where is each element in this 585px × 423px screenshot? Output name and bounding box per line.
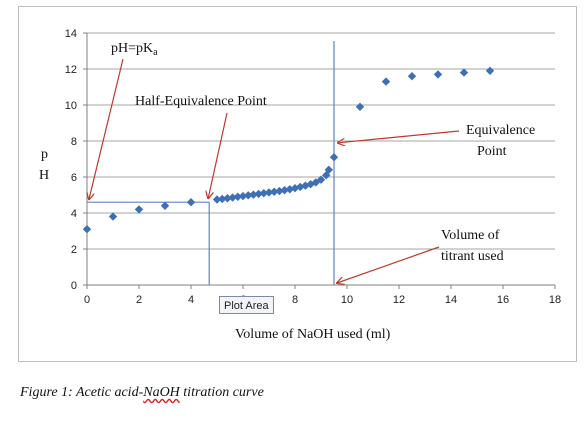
y-tick-label: 8 [71, 136, 77, 148]
arrow-equivalence [338, 130, 460, 143]
axes [83, 32, 556, 289]
data-point [254, 189, 263, 199]
data-point [238, 191, 248, 201]
data-point [329, 153, 339, 162]
annotation-volume-line2: titrant used [441, 249, 504, 264]
y-tick-label: 2 [71, 244, 77, 256]
data-point [280, 185, 289, 195]
data-point [218, 194, 227, 204]
data-point [381, 77, 391, 86]
guide-lines [87, 41, 335, 285]
data-point [186, 198, 196, 207]
annotation-equivalence-line1: Equivalence [466, 123, 535, 138]
x-axis-title: Volume of NaOH used (ml) [235, 327, 391, 342]
data-point [324, 165, 333, 174]
annotation-equivalence-line2: Point [477, 144, 507, 159]
titration-chart: 0 2 4 6 8 10 12 14 16 18 0 2 4 6 8 10 12 14 Volume of Na… [39, 28, 561, 342]
data-point [259, 189, 268, 198]
data-point [433, 70, 443, 79]
data-point [244, 191, 253, 200]
data-point [228, 193, 237, 202]
x-tick-label: 18 [549, 294, 561, 306]
y-tick-label: 14 [65, 28, 77, 40]
annotation-arrows [89, 58, 460, 283]
data-point [270, 187, 279, 196]
arrow-pka [89, 58, 124, 199]
data-point [459, 68, 469, 77]
x-tick-label: 0 [84, 294, 90, 306]
annotation-volume-line1: Volume of [441, 228, 500, 243]
data-point [485, 66, 495, 75]
figure-caption: Figure 1: Acetic acid-NaOH titration cur… [20, 385, 264, 401]
data-points [82, 66, 495, 234]
y-tick-label: 10 [65, 100, 77, 112]
arrow-volume [337, 246, 440, 283]
y-tick-label: 4 [71, 208, 77, 220]
arrow-half-equivalence [208, 112, 228, 198]
data-point [316, 175, 326, 184]
y-tick-label: 12 [65, 64, 77, 76]
data-point [160, 201, 170, 210]
x-tick-labels: 024681012141618 [84, 294, 561, 306]
data-point [233, 192, 242, 201]
chart-frame: 0 2 4 6 8 10 12 14 16 18 0 2 4 6 8 10 12 14 Volume of Na… [18, 6, 577, 362]
data-point [264, 188, 274, 197]
grid [87, 32, 555, 250]
y-axis-title-h: H [39, 168, 49, 183]
x-tick-label: 2 [136, 294, 142, 306]
annotation-half-equivalence: Half-Equivalence Point [135, 94, 267, 109]
data-point [407, 72, 417, 81]
y-tick-label: 0 [71, 280, 77, 292]
data-point [249, 190, 258, 199]
plot-area-tooltip: Plot Area [219, 296, 274, 314]
data-point [108, 212, 118, 221]
caption-text: Figure 1: Acetic acid- [20, 385, 144, 400]
y-tick-labels: 0 2 4 6 8 10 12 14 [65, 28, 77, 292]
data-point [355, 102, 365, 111]
data-point [134, 205, 144, 214]
x-tick-label: 14 [445, 294, 457, 306]
x-tick-label: 12 [393, 294, 405, 306]
data-point [290, 183, 300, 193]
x-tick-label: 4 [188, 294, 194, 306]
annotation-pka: pH=pKa [111, 41, 158, 58]
y-axis-title-p: p [41, 147, 48, 162]
data-point [223, 194, 232, 203]
caption-underlined-word: NaOH [143, 385, 180, 400]
x-tick-label: 16 [497, 294, 509, 306]
x-tick-label: 8 [292, 294, 298, 306]
data-point [212, 195, 222, 204]
data-point [82, 225, 92, 234]
caption-text-end: titration curve [179, 385, 264, 400]
y-tick-label: 6 [71, 172, 77, 184]
data-point [275, 186, 284, 196]
x-tick-label: 10 [341, 294, 353, 306]
